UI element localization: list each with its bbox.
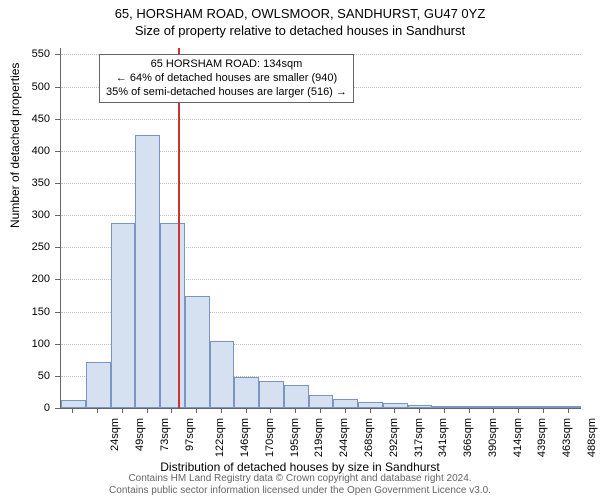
footnote: Contains HM Land Registry data © Crown c…	[0, 473, 600, 496]
histogram-bar	[185, 296, 210, 408]
x-tick-mark	[97, 408, 98, 413]
y-tick-label: 500	[0, 81, 50, 93]
x-tick-label: 73sqm	[159, 418, 171, 451]
annotation-line-3: 35% of semi-detached houses are larger (…	[106, 86, 347, 98]
x-tick-label: 97sqm	[184, 418, 196, 451]
x-tick-mark	[469, 408, 470, 413]
histogram-bar	[358, 402, 383, 408]
x-tick-mark	[270, 408, 271, 413]
page-title-line-2: Size of property relative to detached ho…	[0, 21, 600, 38]
x-tick-label: 122sqm	[215, 418, 227, 457]
footnote-line-2: Contains public sector information licen…	[109, 485, 491, 496]
histogram-bar	[234, 377, 259, 408]
x-tick-label: 244sqm	[338, 418, 350, 457]
histogram-bar	[210, 341, 235, 408]
histogram-bar	[432, 406, 457, 408]
gridline	[61, 119, 581, 120]
histogram-bar	[284, 385, 309, 408]
x-tick-mark	[518, 408, 519, 413]
x-tick-label: 439sqm	[536, 418, 548, 457]
histogram-bar	[531, 406, 556, 408]
x-tick-mark	[246, 408, 247, 413]
histogram-bar	[309, 395, 334, 408]
histogram-bar	[556, 406, 581, 408]
x-tick-mark	[568, 408, 569, 413]
x-tick-label: 366sqm	[462, 418, 474, 457]
x-tick-label: 219sqm	[314, 418, 326, 457]
annotation-line-1: 65 HORSHAM ROAD: 134sqm	[151, 58, 303, 70]
x-tick-mark	[543, 408, 544, 413]
x-tick-mark	[419, 408, 420, 413]
y-tick-label: 550	[0, 48, 50, 60]
histogram-bar	[160, 223, 185, 408]
x-tick-label: 488sqm	[586, 418, 598, 457]
x-tick-label: 390sqm	[487, 418, 499, 457]
histogram-bar	[111, 223, 136, 408]
histogram-bar	[135, 135, 160, 408]
y-tick-label: 150	[0, 306, 50, 318]
page-title-line-1: 65, HORSHAM ROAD, OWLSMOOR, SANDHURST, G…	[0, 0, 600, 21]
x-tick-mark	[370, 408, 371, 413]
y-tick-label: 200	[0, 273, 50, 285]
x-tick-mark	[320, 408, 321, 413]
y-tick-label: 100	[0, 338, 50, 350]
histogram-bar	[457, 406, 482, 408]
x-tick-mark	[493, 408, 494, 413]
x-tick-mark	[196, 408, 197, 413]
footnote-line-1: Contains HM Land Registry data © Crown c…	[128, 473, 471, 484]
x-tick-mark	[122, 408, 123, 413]
y-tick-label: 450	[0, 113, 50, 125]
y-tick-label: 350	[0, 177, 50, 189]
x-tick-label: 24sqm	[109, 418, 121, 451]
y-tick-label: 400	[0, 145, 50, 157]
annotation-line-2: ← 64% of detached houses are smaller (94…	[116, 72, 337, 84]
x-tick-mark	[394, 408, 395, 413]
histogram-plot: 65 HORSHAM ROAD: 134sqm ← 64% of detached…	[60, 48, 581, 409]
x-axis-label: Distribution of detached houses by size …	[0, 460, 600, 474]
x-tick-label: 414sqm	[512, 418, 524, 457]
y-tick-label: 300	[0, 209, 50, 221]
x-tick-label: 292sqm	[388, 418, 400, 457]
x-tick-label: 49sqm	[134, 418, 146, 451]
x-tick-mark	[72, 408, 73, 413]
x-tick-mark	[221, 408, 222, 413]
y-tick-label: 50	[0, 370, 50, 382]
x-tick-mark	[345, 408, 346, 413]
x-tick-label: 195sqm	[289, 418, 301, 457]
x-tick-label: 268sqm	[363, 418, 375, 457]
x-tick-label: 463sqm	[561, 418, 573, 457]
x-tick-label: 146sqm	[239, 418, 251, 457]
y-tick-label: 250	[0, 241, 50, 253]
x-tick-mark	[295, 408, 296, 413]
y-tick-label: 0	[0, 402, 50, 414]
histogram-bar	[333, 399, 358, 408]
x-tick-label: 317sqm	[413, 418, 425, 457]
x-tick-mark	[147, 408, 148, 413]
x-tick-mark	[171, 408, 172, 413]
x-tick-mark	[444, 408, 445, 413]
x-tick-label: 170sqm	[264, 418, 276, 457]
property-annotation: 65 HORSHAM ROAD: 134sqm ← 64% of detached…	[99, 54, 354, 103]
x-tick-label: 341sqm	[437, 418, 449, 457]
histogram-bar	[86, 362, 111, 408]
histogram-bar	[61, 400, 86, 408]
histogram-bar	[259, 381, 284, 408]
